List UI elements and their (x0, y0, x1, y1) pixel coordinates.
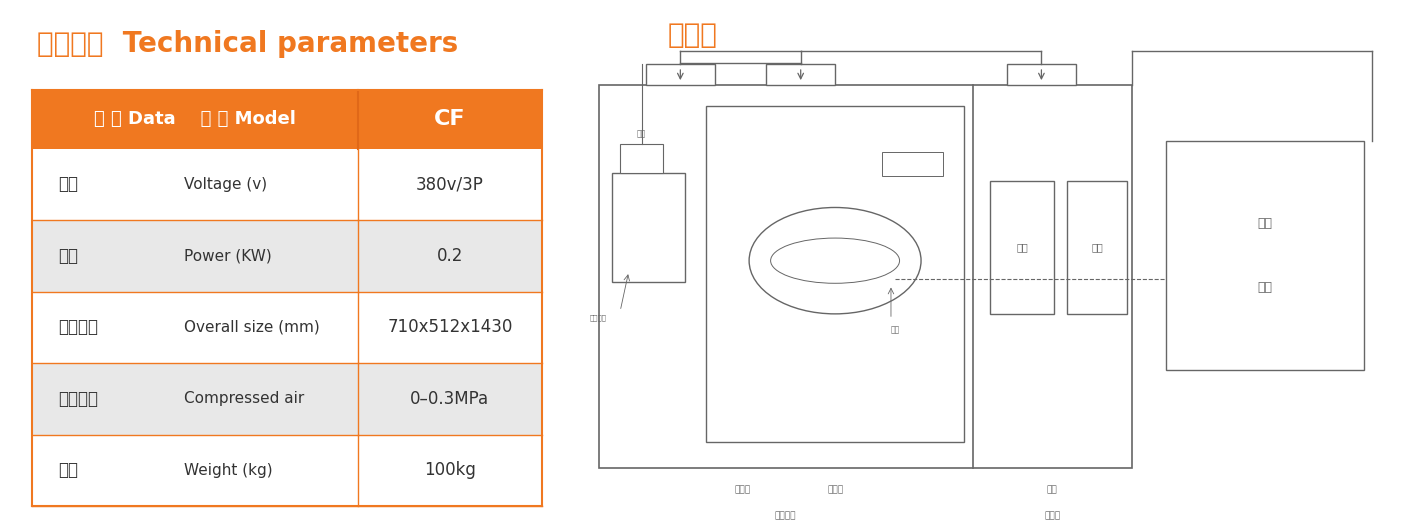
Bar (31, 220, 541, 292)
Bar (1167, 141, 1364, 370)
Text: CF: CF (433, 109, 466, 129)
Bar (31, 148, 541, 220)
Text: 0.2: 0.2 (436, 247, 463, 265)
Text: 压缩空气: 压缩空气 (58, 390, 98, 408)
Text: 710x512x1430: 710x512x1430 (387, 318, 513, 336)
Text: 除粉: 除粉 (1091, 243, 1103, 252)
Text: 0–0.3MPa: 0–0.3MPa (411, 390, 489, 408)
Text: 辅机间: 辅机间 (1044, 512, 1060, 521)
Text: Overall size (mm): Overall size (mm) (185, 320, 320, 335)
Text: 压片单间: 压片单间 (774, 512, 796, 521)
Bar (31, 363, 541, 435)
Bar (882, 152, 942, 176)
Text: 大压星管: 大压星管 (590, 314, 607, 321)
Text: 吹粉机: 吹粉机 (735, 485, 750, 494)
Text: 辅机: 辅机 (1047, 485, 1057, 494)
Bar (31, 90, 541, 148)
Text: 空调: 空调 (1258, 281, 1272, 294)
Bar (611, 173, 685, 282)
Text: 参 数 Data    型 号 Model: 参 数 Data 型 号 Model (94, 110, 296, 128)
Bar (1067, 181, 1127, 314)
Text: 料筒: 料筒 (637, 129, 647, 138)
Bar (598, 85, 1131, 468)
Bar (990, 181, 1054, 314)
Text: 除湿: 除湿 (1258, 217, 1272, 230)
Text: 压片机: 压片机 (827, 485, 843, 494)
Text: 功率: 功率 (58, 247, 78, 265)
Bar (766, 64, 836, 85)
Text: Power (KW): Power (KW) (185, 248, 271, 263)
Bar (647, 64, 715, 85)
Text: Voltage (v): Voltage (v) (185, 177, 267, 192)
Text: 除镁: 除镁 (1016, 243, 1027, 252)
Text: 技术参数  Technical parameters: 技术参数 Technical parameters (37, 30, 459, 58)
Text: 外形尺寸: 外形尺寸 (58, 318, 98, 336)
Bar (706, 106, 963, 442)
Text: 原理图: 原理图 (668, 21, 718, 48)
Bar (1007, 64, 1076, 85)
Bar (31, 435, 541, 506)
Text: 100kg: 100kg (423, 461, 476, 479)
Text: 重量: 重量 (58, 461, 78, 479)
Text: 380v/3P: 380v/3P (416, 175, 483, 193)
Text: Weight (kg): Weight (kg) (185, 463, 273, 478)
Text: 电压: 电压 (58, 175, 78, 193)
Bar (620, 144, 664, 173)
Text: Compressed air: Compressed air (185, 392, 304, 406)
Text: 喷嘴: 喷嘴 (891, 326, 899, 335)
Bar (31, 292, 541, 363)
